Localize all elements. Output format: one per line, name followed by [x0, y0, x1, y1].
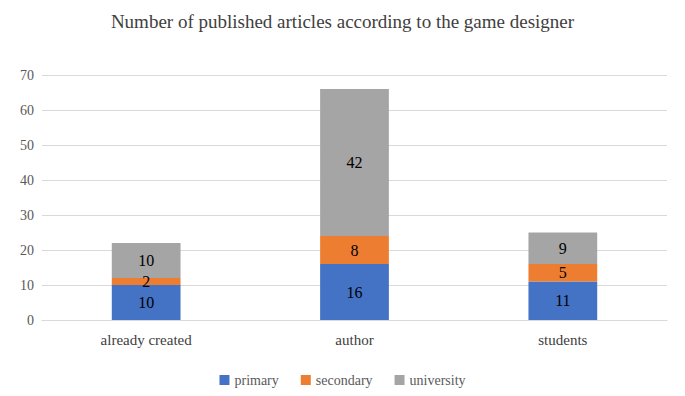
svg-text:30: 30	[20, 208, 34, 223]
svg-text:primary: primary	[234, 373, 278, 388]
svg-text:0: 0	[27, 313, 34, 328]
svg-text:students: students	[538, 332, 587, 348]
svg-text:secondary: secondary	[316, 373, 373, 388]
svg-text:16: 16	[347, 284, 363, 301]
svg-text:20: 20	[20, 243, 34, 258]
svg-text:10: 10	[138, 252, 154, 269]
svg-text:42: 42	[347, 154, 363, 171]
svg-text:11: 11	[555, 292, 570, 309]
svg-text:50: 50	[20, 138, 34, 153]
svg-text:author: author	[335, 332, 373, 348]
svg-text:9: 9	[559, 240, 567, 257]
svg-text:8: 8	[351, 242, 359, 259]
svg-text:10: 10	[138, 294, 154, 311]
svg-text:40: 40	[20, 173, 34, 188]
svg-text:60: 60	[20, 103, 34, 118]
svg-text:university: university	[410, 373, 466, 388]
svg-text:2: 2	[142, 273, 150, 290]
svg-text:Number of published articles a: Number of published articles according t…	[111, 11, 575, 32]
svg-text:5: 5	[559, 264, 567, 281]
svg-text:already created: already created	[101, 332, 193, 348]
svg-text:10: 10	[20, 278, 34, 293]
svg-text:70: 70	[20, 68, 34, 83]
